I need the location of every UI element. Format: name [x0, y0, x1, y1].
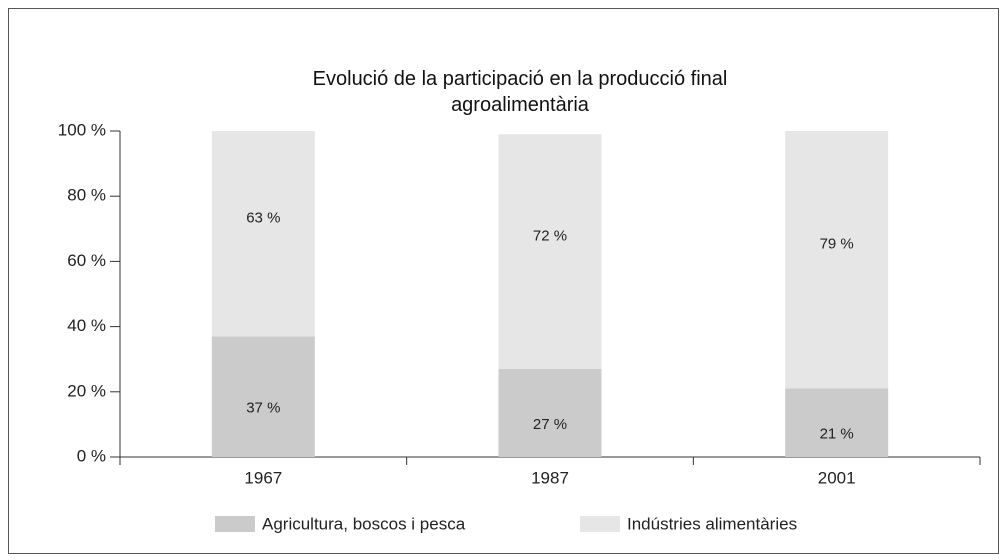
value-label: 37 % — [246, 400, 280, 417]
frame — [8, 8, 999, 554]
bar-segment — [498, 368, 602, 457]
x-tick-label: 1987 — [531, 468, 569, 487]
value-label: 72 % — [533, 228, 567, 245]
legend-swatch — [215, 516, 255, 532]
value-label: 79 % — [820, 236, 854, 253]
y-tick-label: 100 % — [58, 120, 106, 139]
bar-segment — [785, 388, 889, 457]
x-tick-label: 2001 — [818, 468, 856, 487]
bar-segment — [211, 336, 315, 457]
y-tick-label: 20 % — [67, 381, 106, 400]
legend-swatch — [580, 516, 620, 532]
chart-title: Evolució de la participació en la produc… — [312, 68, 728, 116]
value-label: 63 % — [246, 210, 280, 227]
bar-segment — [211, 131, 315, 337]
x-tick-label: 1967 — [244, 468, 282, 487]
value-label: 21 % — [820, 426, 854, 443]
y-tick-label: 40 % — [67, 316, 106, 335]
bar-segment — [498, 134, 602, 369]
y-tick-label: 0 % — [77, 446, 106, 465]
value-label: 27 % — [533, 416, 567, 433]
bar-segment — [785, 131, 889, 389]
legend-label: Agricultura, boscos i pesca — [262, 514, 466, 533]
legend-label: Indústries alimentàries — [627, 514, 797, 533]
y-tick-label: 80 % — [67, 186, 106, 205]
y-tick-label: 60 % — [67, 251, 106, 270]
